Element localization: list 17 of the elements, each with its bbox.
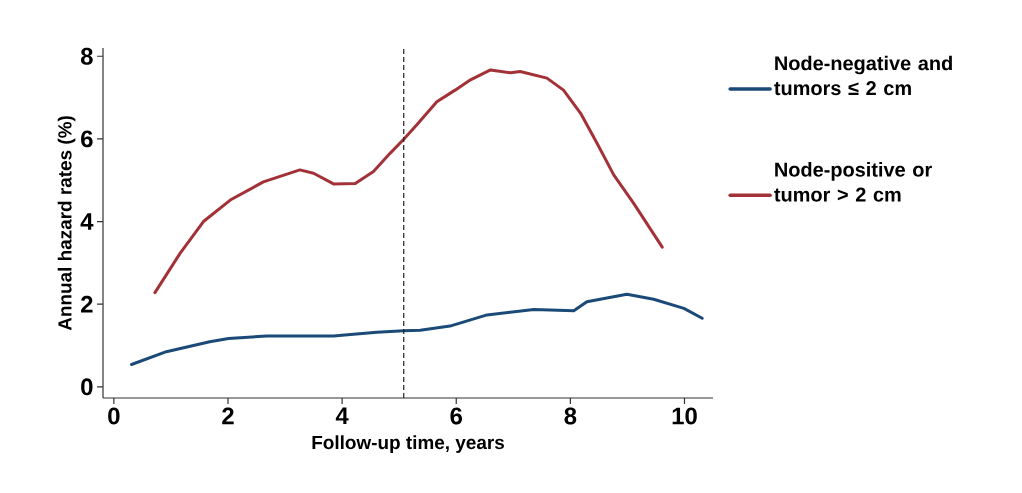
x-tick-label: 2 [222,407,234,425]
y-tick-label: 8 [80,47,93,65]
y-tick-label: 4 [80,213,94,230]
line-series [153,68,664,295]
legend-label: Node-positive or tumor > 2 cm [774,162,932,202]
x-tick-label: 6 [450,407,463,425]
x-axis-title: Follow-up time, years [312,435,504,453]
x-tick-label: 8 [564,407,577,425]
y-axis-title: Annual hazard rates (%) [57,116,76,331]
y-tick-label: 2 [81,295,93,313]
y-tick-label: 0 [81,378,93,396]
x-tick-label: 0 [108,407,120,425]
line-series [130,292,704,367]
x-tick-label: 10 [672,407,697,425]
legend-label: Node-negative and tumors ≤ 2 cm [774,55,952,96]
y-tick-label: 6 [81,130,93,148]
x-tick-label: 4 [335,407,349,424]
